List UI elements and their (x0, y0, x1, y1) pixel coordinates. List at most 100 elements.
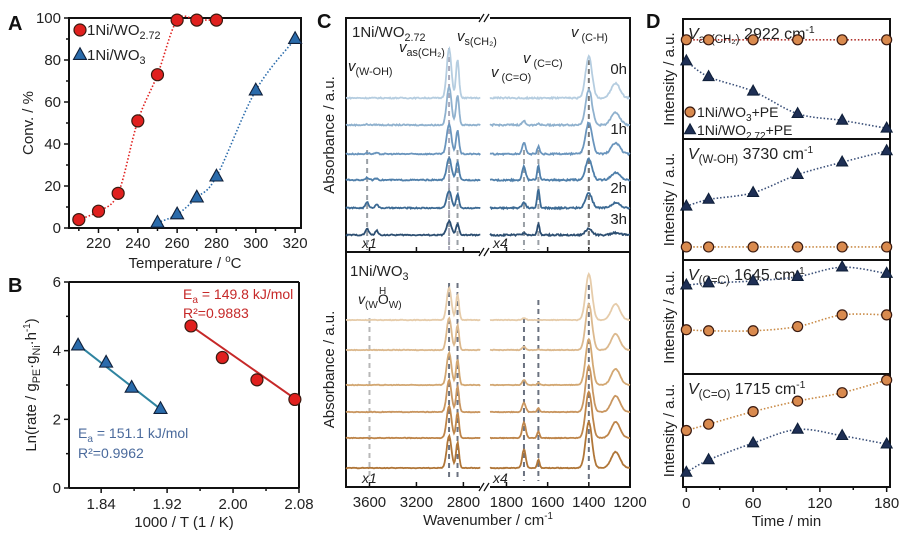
x-axis-label-part: Temperature / (129, 255, 226, 272)
spectrum-wo272-seg1 (345, 190, 481, 210)
subplot-title-wo272-part: 2.72 (405, 32, 426, 44)
data-point-wo3 (189, 189, 205, 203)
data-point-wo272 (835, 259, 849, 272)
data-point-wo3 (747, 325, 759, 337)
data-point-wo3 (248, 82, 264, 96)
data-point-wo272 (880, 266, 894, 278)
panel-label-c: C (317, 11, 331, 33)
data-point-wo272 (288, 392, 302, 407)
fit-line (77, 344, 162, 410)
ea-label-wo3-part: = 151.1 kJ/mol (93, 425, 188, 441)
legend-label-wo3-part: 3 (746, 113, 752, 124)
data-point-wo272 (679, 199, 693, 211)
data-point-wo272 (702, 275, 716, 288)
x-tick-label: 240 (125, 235, 150, 252)
annotation-w-oh-w-h: H (379, 286, 386, 297)
legend-marker-wo272 (73, 23, 87, 37)
y-tick-label: 0 (53, 220, 61, 237)
data-point-wo272 (835, 113, 849, 125)
subplot-title-part: V (688, 146, 700, 163)
data-point-wo3 (680, 241, 692, 253)
spectrum-wo3-seg2 (489, 363, 631, 414)
annotation-c-h-part: v (571, 24, 580, 41)
axis-break-gap (480, 15, 490, 21)
data-point-wo272 (880, 143, 894, 156)
data-point-wo272 (835, 154, 849, 167)
data-point-wo272 (746, 84, 760, 96)
scale-label-x4: x4 (492, 235, 508, 251)
annotation-vas-ch2-part: v (399, 39, 408, 56)
annotation-vs-ch2-part: v (457, 28, 466, 45)
x-tick-label: 2800 (447, 494, 480, 511)
trend-line-wo3 (686, 313, 887, 332)
data-point-wo272 (131, 114, 145, 128)
annotation-w-oh: v(W-OH) (348, 58, 392, 78)
trend-line-wo272 (685, 428, 887, 474)
legend-marker-wo272 (683, 122, 697, 135)
annotation-w-oh-w-part: O (378, 291, 389, 307)
axis-break-mark (478, 482, 485, 492)
annotation-c-h-part: (C-H) (579, 32, 608, 44)
data-point-wo272 (184, 319, 198, 333)
y-tick-label: 40 (44, 136, 61, 153)
y-axis-label-top: Absorbance / a.u. (321, 76, 338, 194)
annotation-w-oh-w: v(WOW) (358, 291, 402, 311)
axis-break-mark (478, 247, 485, 257)
x-axis-label: Wavenumber / cm-1 (423, 511, 553, 529)
spectrum-wo3-seg1 (345, 350, 481, 387)
data-point-wo3 (680, 34, 692, 46)
data-point-wo272 (190, 13, 204, 27)
x-tick-label: 1600 (531, 494, 564, 511)
x-axis-label-part: o (225, 254, 231, 265)
subplot-title-part: 1715 cm (730, 381, 796, 398)
annotation-c-c-part: v (523, 50, 532, 67)
spectrum-wo272-seg2 (489, 54, 631, 101)
panel-label-d: D (646, 11, 660, 33)
subplot-title-part: (C=C) (699, 275, 730, 287)
x-tick-label: 3200 (400, 494, 433, 511)
data-point-wo3 (881, 34, 893, 46)
ea-label-wo272-part: a (192, 295, 198, 306)
spectrum-wo272-seg2 (489, 221, 631, 238)
annotation-vas-ch2: vas(CH₂) (399, 39, 445, 59)
x-tick-label: 0 (682, 495, 690, 512)
annotation-c-o-part: v (491, 64, 500, 81)
subplot-title-wo3-part: 1Ni/WO (350, 263, 403, 280)
legend-label-wo272: 1Ni/WO2.72+PE (697, 122, 792, 142)
data-point-wo272 (91, 204, 106, 218)
annotation-c-c: v (C=C) (523, 50, 563, 70)
spectrum-wo272-seg2 (489, 87, 631, 128)
ea-label-wo272: Ea = 149.8 kJ/mol (183, 286, 293, 306)
data-point-wo3 (209, 168, 224, 182)
data-point-wo272 (791, 422, 805, 434)
subplot-title-wo272: 1Ni/WO2.72 (352, 24, 426, 44)
data-point-wo272 (746, 185, 760, 198)
subplot-title-part: -1 (804, 145, 813, 156)
y-axis-label: Conv. / % (20, 91, 37, 155)
data-point-wo3 (680, 324, 692, 336)
data-point-wo3 (153, 400, 168, 415)
time-label: 2h (610, 180, 627, 197)
y-axis-label: Intensity / a.u. (661, 384, 678, 477)
legend-label-wo272-part: +PE (766, 122, 793, 138)
subplot-title-part: V (688, 267, 700, 284)
data-point-wo272 (170, 13, 184, 27)
subplot-title-part: -1 (796, 380, 805, 391)
spectrum-wo3-seg1 (346, 285, 481, 322)
data-point-wo272 (702, 452, 716, 465)
y-axis-label-part: ·h (23, 332, 40, 345)
y-axis-label-part: Ni (31, 345, 43, 355)
x-tick-label: 2.08 (284, 496, 313, 513)
data-point-wo272 (746, 273, 760, 286)
annotation-vas-ch2-part: as(CH₂) (407, 47, 445, 59)
data-point-wo272 (111, 186, 125, 200)
spectrum-wo272-seg1 (345, 219, 481, 237)
x-tick-label: 3600 (353, 494, 386, 511)
data-point-wo272 (215, 350, 229, 365)
x-axis-label-part: Wavenumber / cm (423, 512, 544, 529)
y-axis-label: Ln(rate / gPE·gNi·h-1) (22, 318, 43, 451)
ea-label-wo3: Ea = 151.1 kJ/mol (78, 425, 188, 445)
fit-curve-wo3 (157, 38, 296, 224)
